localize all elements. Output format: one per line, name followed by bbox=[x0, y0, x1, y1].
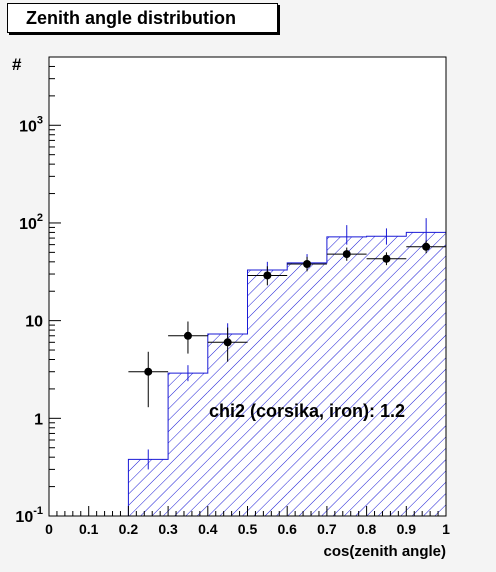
x-tick-label: 0.5 bbox=[238, 521, 258, 537]
data-point bbox=[422, 242, 431, 251]
x-tick-label: 1 bbox=[442, 521, 450, 537]
data-point bbox=[342, 250, 351, 259]
y-tick-label: 102 bbox=[19, 212, 43, 233]
x-axis: 0 0.1 0.2 0.3 0.4 0.5 0.6 0.7 0.8 0.9 1 bbox=[45, 506, 450, 537]
hist-bin-fill bbox=[168, 373, 208, 516]
data-point bbox=[223, 338, 232, 347]
data-point bbox=[144, 367, 153, 376]
x-tick-label: 0.8 bbox=[357, 521, 377, 537]
hist-bin-fill bbox=[207, 333, 248, 516]
data-point bbox=[303, 260, 312, 269]
y-tick-label: 103 bbox=[19, 114, 43, 135]
x-axis-label: cos(zenith angle) bbox=[323, 543, 446, 560]
hist-bin-fill bbox=[287, 262, 327, 516]
x-tick-label: 0.4 bbox=[198, 521, 218, 537]
hist-bin-fill bbox=[247, 269, 288, 516]
data-points bbox=[128, 240, 446, 408]
data-point bbox=[183, 331, 192, 340]
hist-bin-fill bbox=[326, 236, 367, 517]
x-tick-label: 0.2 bbox=[119, 521, 139, 537]
x-tick-label: 0 bbox=[45, 521, 53, 537]
data-point bbox=[263, 271, 272, 280]
hist-bin-fill bbox=[406, 232, 446, 516]
x-tick-label: 0.9 bbox=[397, 521, 417, 537]
hist-outline bbox=[127, 231, 447, 516]
x-tick-label: 0.3 bbox=[158, 521, 178, 537]
chi2-annotation: chi2 (corsika, iron): 1.2 bbox=[209, 401, 405, 421]
x-tick-label: 0.6 bbox=[277, 521, 297, 537]
chart-title-box: Zenith angle distribution bbox=[7, 3, 278, 33]
hist-bin-fill bbox=[366, 236, 407, 517]
data-point bbox=[382, 254, 391, 263]
chart-title: Zenith angle distribution bbox=[26, 7, 236, 28]
y-axis: 10-1 1 10 102 103 bbox=[15, 56, 61, 526]
x-tick-label: 0.1 bbox=[79, 521, 99, 537]
y-tick-label: 1 bbox=[34, 411, 43, 428]
x-tick-label: 0.7 bbox=[317, 521, 337, 537]
y-axis-label: # bbox=[12, 55, 22, 74]
simulation-histogram bbox=[127, 218, 447, 517]
y-tick-label: 10 bbox=[25, 314, 43, 331]
y-tick-label: 10-1 bbox=[15, 505, 43, 526]
